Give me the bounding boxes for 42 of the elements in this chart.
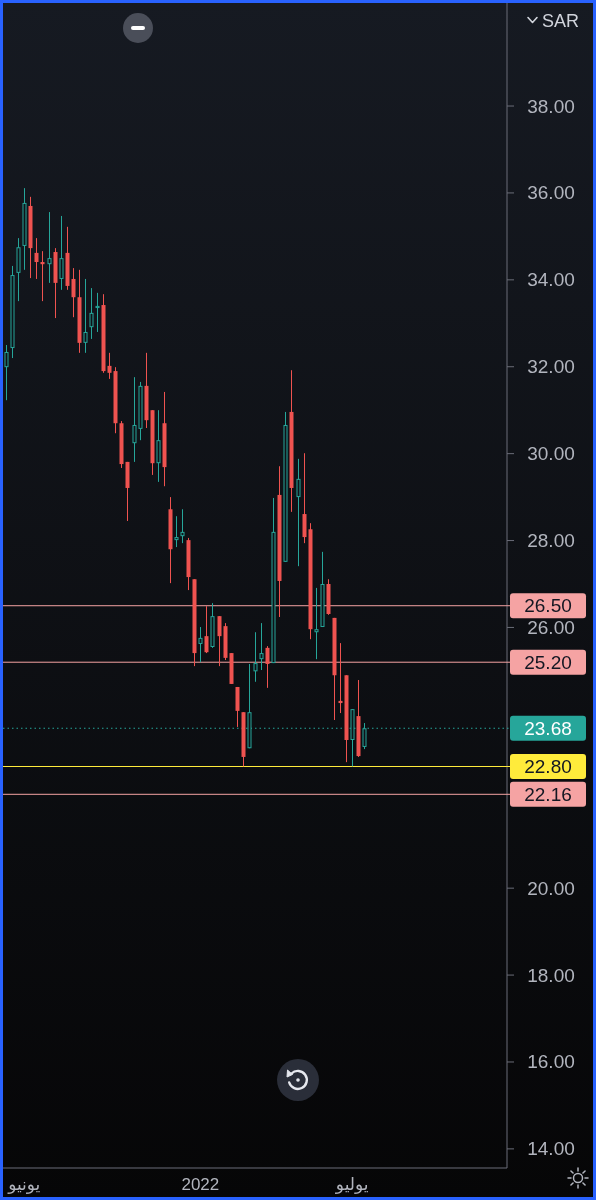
candlestick bbox=[107, 352, 112, 380]
candlestick bbox=[34, 237, 39, 280]
candlestick bbox=[59, 215, 64, 291]
candlestick bbox=[174, 515, 179, 548]
y-tick-label: 34.00 bbox=[527, 269, 575, 291]
candlestick bbox=[314, 587, 319, 660]
candlestick bbox=[217, 615, 222, 667]
candlestick bbox=[180, 508, 185, 544]
ref-line-label: 22.16 bbox=[524, 783, 572, 805]
y-tick-label: 36.00 bbox=[527, 182, 575, 204]
x-tick-label: يوليو bbox=[334, 1174, 369, 1194]
y-tick-label: 28.00 bbox=[527, 530, 575, 552]
ref-line-label: 25.20 bbox=[524, 651, 572, 673]
candlestick bbox=[259, 622, 264, 671]
candlestick bbox=[253, 631, 258, 683]
x-tick-label: 2022 bbox=[181, 1174, 220, 1194]
y-tick-label: 26.00 bbox=[527, 616, 575, 638]
y-tick-label: 20.00 bbox=[527, 877, 575, 899]
candlestick bbox=[198, 626, 203, 663]
candlestick bbox=[4, 344, 9, 401]
ref-line-label: 23.68 bbox=[524, 717, 572, 739]
candlestick bbox=[71, 267, 76, 318]
candlestick bbox=[296, 458, 301, 567]
candlestick bbox=[204, 605, 209, 654]
y-tick-label: 32.00 bbox=[527, 356, 575, 378]
candlestick bbox=[302, 452, 307, 544]
y-tick-label: 18.00 bbox=[527, 964, 575, 986]
y-tick-label: 30.00 bbox=[527, 443, 575, 465]
candlestick bbox=[47, 211, 52, 284]
y-tick-label: 16.00 bbox=[527, 1051, 575, 1073]
ref-line-label: 26.50 bbox=[524, 595, 572, 617]
y-tick-label: 14.00 bbox=[527, 1138, 575, 1160]
y-axis-title: SAR bbox=[541, 11, 579, 31]
candlestick bbox=[89, 287, 94, 340]
y-tick-label: 38.00 bbox=[527, 95, 575, 117]
candlestick bbox=[235, 686, 240, 728]
candlestick bbox=[95, 292, 100, 333]
candlestick bbox=[265, 645, 270, 689]
x-tick-label: يونيو bbox=[7, 1174, 41, 1194]
candlestick bbox=[83, 278, 88, 354]
candlestick bbox=[156, 409, 161, 483]
ref-line-label: 22.80 bbox=[524, 756, 572, 777]
